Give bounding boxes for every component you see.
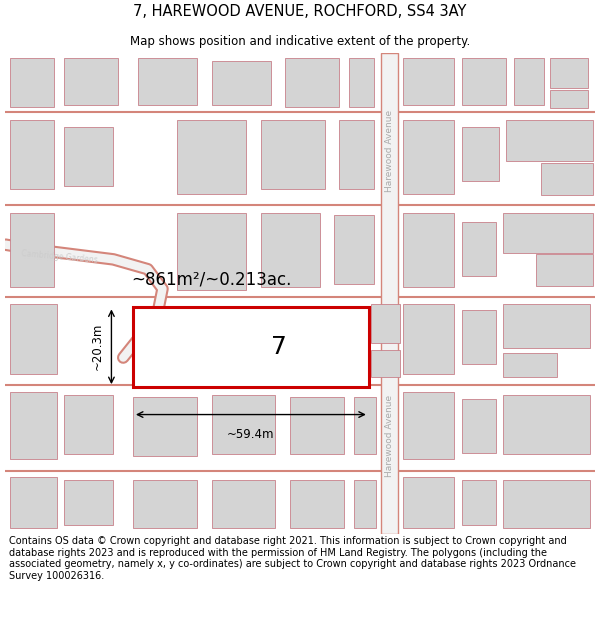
Bar <box>462 222 496 276</box>
Bar <box>64 127 113 186</box>
Bar <box>503 395 590 454</box>
Text: Contains OS data © Crown copyright and database right 2021. This information is : Contains OS data © Crown copyright and d… <box>9 536 576 581</box>
Bar <box>503 213 593 253</box>
Bar <box>550 91 588 108</box>
Bar <box>133 306 369 387</box>
Bar <box>503 352 557 377</box>
Bar <box>403 392 454 459</box>
Bar <box>354 481 376 528</box>
Bar <box>462 311 496 364</box>
Bar <box>334 215 374 284</box>
Bar <box>10 478 58 529</box>
Bar <box>10 58 55 107</box>
Bar <box>550 58 588 88</box>
Bar <box>285 58 339 107</box>
Bar <box>506 120 593 161</box>
Bar <box>462 127 499 181</box>
Text: ~861m²/~0.213ac.: ~861m²/~0.213ac. <box>131 271 292 289</box>
Bar <box>10 392 58 459</box>
Bar <box>354 397 376 454</box>
Bar <box>371 350 400 378</box>
Bar <box>536 254 593 286</box>
Bar <box>403 120 454 194</box>
Text: 7: 7 <box>271 335 287 359</box>
Bar <box>212 481 275 528</box>
Bar <box>380 53 398 534</box>
Bar <box>133 481 197 528</box>
Text: Cambridge Gardens: Cambridge Gardens <box>21 249 98 264</box>
Text: Harewood Avenue: Harewood Avenue <box>385 395 394 478</box>
Bar <box>261 120 325 189</box>
Bar <box>133 397 197 456</box>
Bar <box>462 399 496 453</box>
Text: Harewood Avenue: Harewood Avenue <box>385 110 394 192</box>
Bar <box>261 213 320 287</box>
Bar <box>64 395 113 454</box>
Bar <box>290 397 344 454</box>
Bar <box>290 481 344 528</box>
Bar <box>403 478 454 529</box>
Bar <box>503 481 590 528</box>
Bar <box>64 481 113 524</box>
Bar <box>177 120 246 194</box>
Bar <box>371 304 400 343</box>
Bar <box>138 58 197 105</box>
Bar <box>503 304 590 348</box>
Bar <box>10 120 55 189</box>
Text: Map shows position and indicative extent of the property.: Map shows position and indicative extent… <box>130 35 470 48</box>
Text: ~20.3m: ~20.3m <box>91 323 104 371</box>
Bar <box>403 58 454 105</box>
Text: ~59.4m: ~59.4m <box>227 428 275 441</box>
Bar <box>177 213 246 290</box>
Bar <box>462 481 496 524</box>
Bar <box>339 120 374 189</box>
Bar <box>10 213 55 287</box>
Bar <box>462 58 506 105</box>
Bar <box>541 163 593 194</box>
Text: 7, HAREWOOD AVENUE, ROCHFORD, SS4 3AY: 7, HAREWOOD AVENUE, ROCHFORD, SS4 3AY <box>133 4 467 19</box>
Bar <box>403 213 454 287</box>
Bar <box>212 61 271 105</box>
Bar <box>514 58 544 105</box>
Bar <box>349 58 374 107</box>
Bar <box>64 58 118 105</box>
Bar <box>10 304 58 374</box>
Bar <box>212 395 275 454</box>
Bar <box>403 304 454 374</box>
